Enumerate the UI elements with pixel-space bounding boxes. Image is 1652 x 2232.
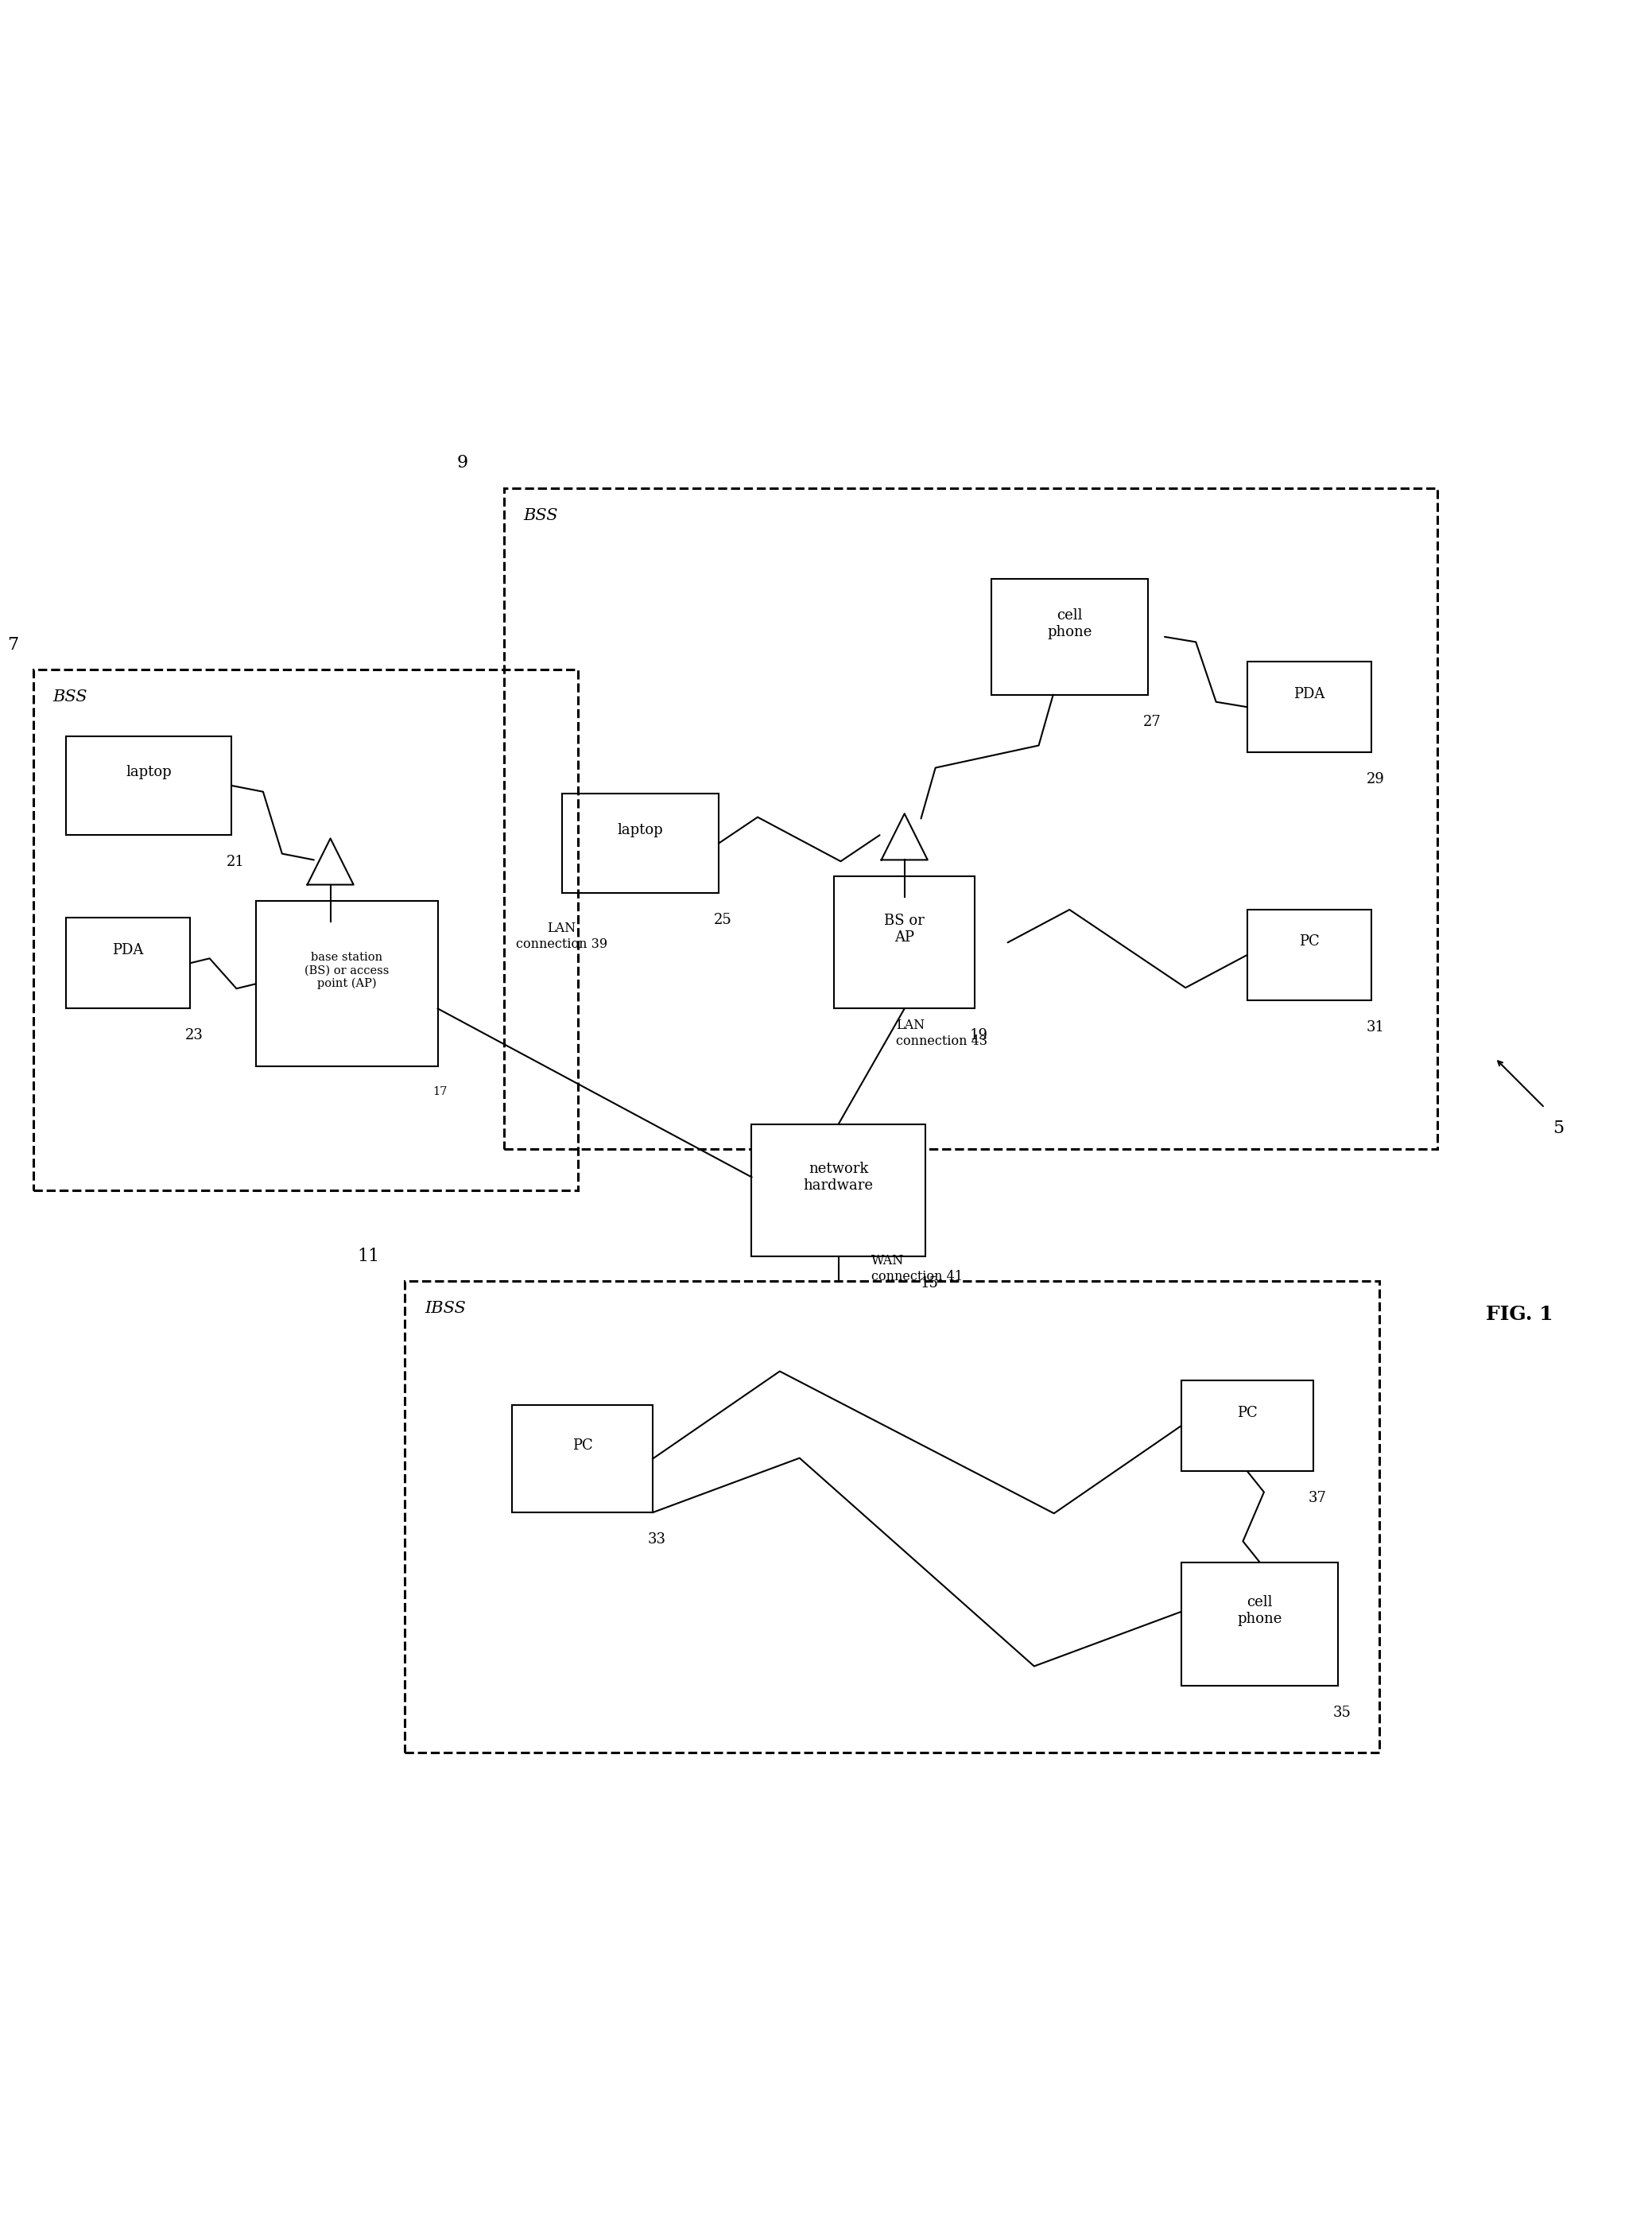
Text: base station
(BS) or access
point (AP): base station (BS) or access point (AP) — [304, 953, 390, 989]
Text: 37: 37 — [1308, 1491, 1327, 1504]
Text: 19: 19 — [970, 1029, 988, 1042]
Text: 21: 21 — [226, 855, 244, 868]
FancyBboxPatch shape — [1181, 1562, 1338, 1685]
Text: 33: 33 — [648, 1533, 666, 1547]
FancyBboxPatch shape — [256, 902, 438, 1067]
Text: laptop: laptop — [126, 766, 172, 779]
Text: BSS: BSS — [524, 509, 558, 522]
Text: cell
phone: cell phone — [1047, 607, 1092, 638]
Text: network
hardware: network hardware — [803, 1161, 874, 1192]
Text: 17: 17 — [433, 1087, 448, 1098]
Text: cell
phone: cell phone — [1237, 1596, 1282, 1627]
Text: 27: 27 — [1143, 714, 1161, 730]
Text: IBSS: IBSS — [425, 1301, 466, 1317]
FancyBboxPatch shape — [1247, 661, 1371, 752]
FancyBboxPatch shape — [1181, 1379, 1313, 1471]
Text: PC: PC — [1298, 935, 1320, 949]
FancyBboxPatch shape — [562, 795, 719, 893]
Text: 5: 5 — [1553, 1118, 1564, 1136]
Text: LAN
connection 43: LAN connection 43 — [897, 1018, 988, 1049]
Text: 15: 15 — [920, 1277, 938, 1290]
Text: 9: 9 — [458, 453, 468, 471]
Text: 11: 11 — [357, 1248, 380, 1266]
Text: 29: 29 — [1366, 772, 1384, 786]
Text: BSS: BSS — [53, 690, 88, 705]
Text: PDA: PDA — [1294, 687, 1325, 701]
Text: PC: PC — [1237, 1406, 1257, 1420]
Text: PC: PC — [572, 1437, 593, 1453]
FancyBboxPatch shape — [66, 917, 190, 1009]
FancyBboxPatch shape — [752, 1125, 925, 1257]
FancyBboxPatch shape — [512, 1406, 653, 1513]
Text: laptop: laptop — [618, 824, 662, 837]
Text: LAN
connection 39: LAN connection 39 — [515, 922, 608, 951]
Text: 23: 23 — [185, 1029, 203, 1042]
Text: BS or
AP: BS or AP — [884, 913, 925, 944]
Text: FIG. 1: FIG. 1 — [1487, 1306, 1553, 1324]
Text: 7: 7 — [8, 636, 18, 654]
Text: 35: 35 — [1333, 1705, 1351, 1721]
FancyBboxPatch shape — [991, 578, 1148, 694]
Text: PDA: PDA — [112, 942, 144, 958]
Text: 25: 25 — [714, 913, 732, 926]
Text: WAN
connection 41: WAN connection 41 — [872, 1254, 963, 1283]
FancyBboxPatch shape — [834, 877, 975, 1009]
Text: 31: 31 — [1366, 1020, 1384, 1033]
FancyBboxPatch shape — [66, 737, 231, 835]
FancyBboxPatch shape — [1247, 908, 1371, 1000]
